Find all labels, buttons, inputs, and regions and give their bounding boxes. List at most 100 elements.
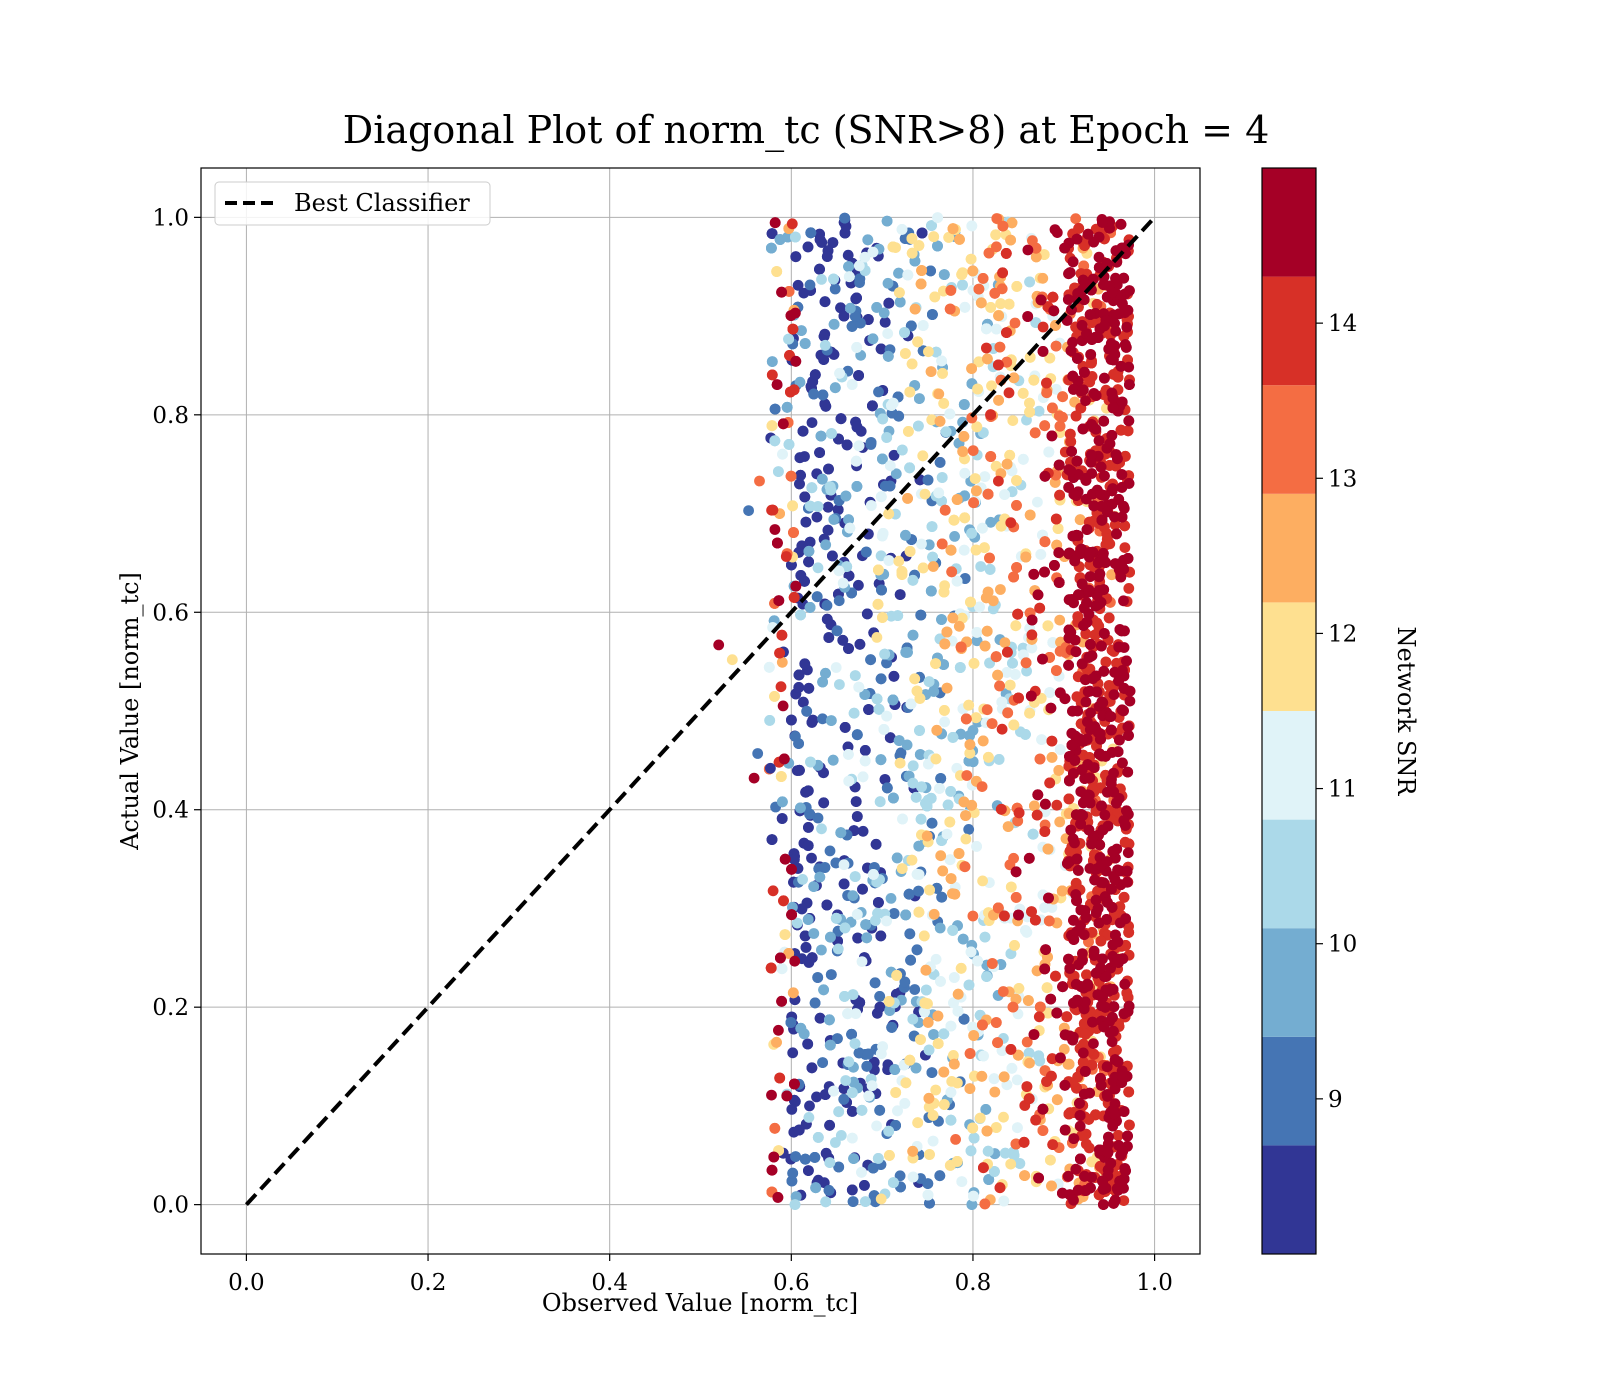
scatter-point <box>974 1112 986 1124</box>
scatter-point <box>885 893 897 904</box>
scatter-point <box>1011 1074 1023 1086</box>
scatter-point <box>812 562 824 574</box>
scatter-point <box>911 685 923 697</box>
scatter-point <box>974 601 985 613</box>
scatter-point <box>1005 234 1016 246</box>
scatter-point <box>883 996 895 1007</box>
scatter-point <box>1018 1136 1030 1148</box>
scatter-point <box>827 237 839 249</box>
scatter-point <box>883 297 895 309</box>
scatter-point <box>1047 291 1059 303</box>
scatter-point <box>915 1034 926 1045</box>
scatter-point <box>934 457 946 468</box>
scatter-point <box>884 1150 895 1161</box>
scatter-point <box>877 1041 888 1052</box>
scatter-point <box>816 823 827 835</box>
scatter-point <box>982 353 993 365</box>
scatter-point <box>1114 901 1126 912</box>
scatter-point <box>1051 799 1063 811</box>
scatter-point <box>1067 833 1079 845</box>
scatter-point <box>979 471 991 482</box>
scatter-point <box>1054 420 1066 432</box>
scatter-point <box>1067 1034 1079 1046</box>
scatter-point <box>993 310 1004 322</box>
scatter-point <box>1063 793 1075 805</box>
scatter-point <box>879 774 891 785</box>
scatter-point <box>966 1199 978 1210</box>
scatter-point <box>947 612 959 624</box>
scatter-point <box>842 249 854 261</box>
scatter-point <box>983 751 994 763</box>
scatter-point <box>888 792 899 804</box>
scatter-point <box>1059 242 1071 254</box>
scatter-point <box>923 676 935 687</box>
scatter-point <box>1013 692 1024 704</box>
scatter-point <box>956 612 968 624</box>
scatter-point <box>975 561 987 572</box>
scatter-point <box>831 625 843 637</box>
scatter-point <box>873 897 884 908</box>
scatter-point <box>1037 346 1049 357</box>
scatter-point <box>1117 1146 1128 1157</box>
scatter-point <box>957 933 969 945</box>
scatter-point <box>829 283 841 295</box>
scatter-point <box>1080 1028 1091 1040</box>
scatter-point <box>1001 327 1012 338</box>
scatter-point <box>1123 927 1135 938</box>
scatter-point <box>1032 496 1043 508</box>
scatter-point <box>926 1067 938 1078</box>
scatter-point <box>1084 571 1096 582</box>
scatter-point <box>904 386 916 398</box>
scatter-point <box>1098 628 1110 639</box>
scatter-point <box>972 955 983 967</box>
scatter-point <box>1034 1001 1046 1013</box>
scatter-point <box>838 878 850 890</box>
scatter-point <box>825 931 836 943</box>
scatter-point <box>1004 679 1016 691</box>
scatter-point <box>794 478 805 490</box>
scatter-point <box>766 1089 777 1101</box>
scatter-point <box>919 1006 930 1018</box>
scatter-point <box>887 397 899 409</box>
scatter-point <box>911 868 923 880</box>
scatter-point <box>916 781 927 793</box>
scatter-point <box>1117 757 1128 769</box>
scatter-point <box>775 771 787 782</box>
scatter-point <box>1057 391 1068 403</box>
scatter-point <box>946 1076 958 1087</box>
scatter-point <box>774 1072 786 1084</box>
scatter-point <box>820 1147 832 1159</box>
scatter-point <box>1026 906 1037 917</box>
scatter-point <box>1004 859 1016 871</box>
scatter-point <box>873 564 884 576</box>
scatter-point <box>972 383 983 395</box>
scatter-point <box>775 681 787 693</box>
scatter-point <box>766 1164 778 1176</box>
scatter-point <box>817 676 828 688</box>
scatter-point <box>789 1078 800 1090</box>
scatter-point <box>870 915 881 926</box>
scatter-point <box>1088 236 1099 248</box>
scatter-point <box>927 309 938 320</box>
scatter-point <box>861 1060 873 1072</box>
scatter-point <box>876 584 887 596</box>
scatter-point <box>1122 847 1134 859</box>
scatter-point <box>877 528 889 539</box>
scatter-point <box>952 1005 964 1017</box>
scatter-point <box>986 380 997 392</box>
scatter-point <box>812 972 824 983</box>
scatter-point <box>985 516 997 528</box>
scatter-point <box>911 944 923 956</box>
scatter-point <box>951 575 963 587</box>
scatter-point <box>766 356 778 367</box>
scatter-point <box>848 707 860 719</box>
scatter-point <box>935 976 946 987</box>
scatter-point <box>1081 969 1092 981</box>
scatter-point <box>1121 321 1133 333</box>
scatter-point <box>964 739 976 750</box>
scatter-point <box>823 632 835 643</box>
scatter-point <box>1001 458 1013 470</box>
scatter-point <box>1111 1044 1122 1056</box>
scatter-point <box>977 1019 988 1031</box>
scatter-point <box>879 480 891 492</box>
